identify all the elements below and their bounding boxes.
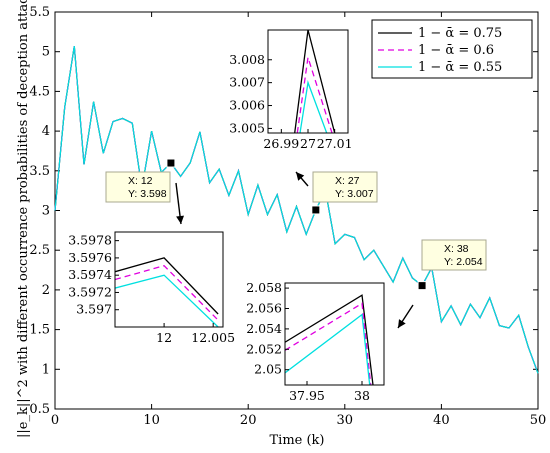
main-plot-area: 0 10 20 30 40 50 0.5 1 1.5 2 2.5 3 3.5 4 4.5 5 5.5 — [29, 5, 546, 428]
inset-series-line — [115, 274, 219, 327]
y-tick-label: 4 — [42, 124, 50, 139]
inset-y-tick-label: 2.052 — [246, 341, 282, 356]
data-tip-2: X: 38Y: 2.054 — [397, 239, 487, 329]
inset-y-tick-label: 3.5978 — [68, 233, 112, 248]
data-tip-x-label: X: 38 — [444, 243, 469, 255]
data-tip-box — [105, 171, 171, 203]
data-tip-box — [421, 239, 487, 271]
x-tick-label: 10 — [143, 413, 160, 428]
data-tip-marker — [417, 281, 427, 291]
x-tick-label: 30 — [337, 413, 354, 428]
inset-series-line — [115, 257, 219, 315]
x-tick-label: 20 — [240, 413, 257, 428]
inset-series-line — [296, 57, 333, 133]
y-tick-label: 2 — [42, 283, 50, 298]
inset-series-line — [115, 264, 219, 321]
inset-y-tick-label: 2.056 — [246, 301, 282, 316]
inset-y-tick-label: 3.5976 — [68, 250, 112, 265]
data-tip-marker — [166, 158, 176, 168]
y-axis-label: ||e_k||^2 with different occurrence prob… — [16, 0, 31, 438]
data-tip-x-label: X: 12 — [128, 175, 153, 187]
data-tip-marker — [311, 205, 321, 215]
data-tips: X: 12Y: 3.598 X: 27Y: 3.007 X: 38Y: 2.054 — [105, 158, 487, 329]
inset-y-tick-label: 3.005 — [229, 120, 265, 135]
arrow-head — [296, 172, 305, 181]
inset-frame — [284, 282, 385, 386]
inset-y-tick-label: 3.006 — [229, 98, 265, 113]
inset-x-tick-label: 37.95 — [289, 388, 325, 403]
inset-y-tick-label: 3.5972 — [68, 284, 112, 299]
inset-series-line — [299, 80, 328, 133]
inset-2: 37.95 38 2.05 2.052 2.054 2.056 2.058 — [246, 280, 385, 403]
series-line-2 — [54, 46, 539, 374]
inset-frame — [114, 231, 224, 328]
x-tick-label: 50 — [530, 413, 547, 428]
arrow-head — [176, 215, 184, 224]
inset-series-line — [285, 302, 372, 385]
inset-x-tick-label: 12 — [156, 330, 172, 345]
y-tick-label: 4.5 — [29, 84, 50, 99]
inset-y-tick-label: 3.597 — [76, 302, 112, 317]
inset-x-tick-label: 27 — [300, 136, 316, 151]
inset-y-tick-label: 3.008 — [229, 52, 265, 67]
data-tip-y-label: Y: 2.054 — [444, 256, 483, 268]
data-tip-0: X: 12Y: 3.598 — [105, 158, 184, 225]
y-tick-label: 1.5 — [29, 323, 50, 338]
inset-series-line — [285, 313, 371, 385]
inset-series-line — [294, 30, 336, 133]
legend-entry: 1 − ᾱ = 0.75 — [418, 26, 502, 41]
inset-series-line — [285, 294, 374, 385]
y-tick-label: 1 — [42, 362, 50, 377]
inset-y-tick-label: 2.054 — [246, 321, 282, 336]
arrow-head — [398, 319, 406, 328]
y-tick-label: 5.5 — [29, 5, 50, 20]
y-tick-label: 5 — [42, 45, 50, 60]
data-tip-y-label: Y: 3.598 — [128, 188, 167, 200]
y-tick-label: 2.5 — [29, 243, 50, 258]
data-tip-x-label: X: 27 — [335, 175, 360, 187]
legend-entry: 1 − ᾱ = 0.55 — [418, 60, 502, 75]
inset-y-tick-label: 3.007 — [229, 75, 265, 90]
x-tick-label: 40 — [433, 413, 450, 428]
legend: 1 − ᾱ = 0.75 1 − ᾱ = 0.6 1 − ᾱ = 0.55 — [371, 19, 533, 79]
legend-entry: 1 − ᾱ = 0.6 — [418, 43, 494, 58]
inset-y-tick-label: 2.058 — [246, 280, 282, 295]
inset-0: 26.99 27 27.01 3.005 3.006 3.007 3.008 — [229, 29, 353, 151]
inset-x-tick-label: 38 — [354, 388, 370, 403]
legend-box — [371, 19, 533, 79]
inset-1: 12 12.005 3.597 3.5972 3.5974 3.5976 3.5978 — [68, 231, 235, 345]
y-tick-label: 3 — [42, 204, 50, 219]
y-tick-label: 0.5 — [29, 402, 50, 417]
data-tip-1: X: 27Y: 3.007 — [295, 171, 378, 215]
inset-x-tick-label: 26.99 — [263, 136, 299, 151]
inset-y-tick-label: 2.05 — [254, 362, 282, 377]
data-tip-y-label: Y: 3.007 — [335, 188, 374, 200]
x-tick-label: 0 — [51, 413, 59, 428]
inset-x-tick-label: 12.005 — [191, 330, 235, 345]
y-tick-label: 3.5 — [29, 164, 50, 179]
inset-x-tick-label: 27.01 — [317, 136, 353, 151]
data-tip-box — [312, 171, 378, 203]
inset-y-tick-label: 3.5974 — [68, 267, 112, 282]
x-axis-label: Time (k) — [269, 433, 324, 448]
zoom-insets: 26.99 27 27.01 3.005 3.006 3.007 3.008 12 12.005… — [68, 29, 385, 403]
